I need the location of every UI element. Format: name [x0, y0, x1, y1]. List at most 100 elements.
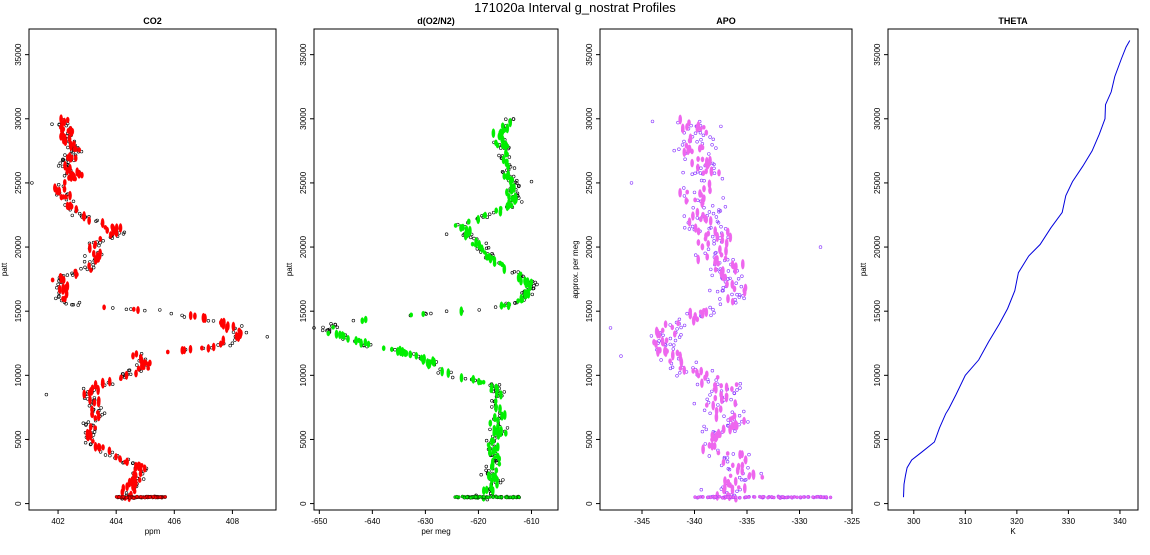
y-axis-label: patt — [859, 262, 868, 276]
data-point — [492, 428, 497, 437]
data-point — [505, 123, 510, 134]
data-point — [77, 211, 82, 216]
data-point — [715, 289, 720, 294]
data-point — [70, 213, 75, 218]
data-point — [710, 204, 715, 208]
data-point — [699, 216, 703, 223]
data-point — [718, 302, 723, 306]
data-point — [61, 136, 66, 145]
data-point — [710, 389, 714, 394]
data-point — [668, 358, 672, 365]
data-point — [678, 114, 683, 125]
data-point — [710, 143, 714, 147]
y-tick-label: 25000 — [873, 171, 882, 194]
data-point — [422, 353, 426, 364]
data-point — [102, 411, 107, 415]
data-point — [696, 254, 701, 265]
data-point — [818, 245, 823, 249]
data-point — [136, 306, 140, 315]
data-point — [720, 236, 725, 245]
data-point — [520, 297, 525, 304]
data-point — [188, 311, 193, 321]
data-point — [485, 254, 489, 261]
data-point — [429, 311, 433, 316]
data-point — [131, 352, 135, 360]
data-point — [91, 265, 96, 270]
data-point — [709, 267, 713, 272]
data-point — [97, 252, 102, 261]
data-point — [363, 315, 368, 324]
data-point — [87, 262, 91, 270]
data-point — [474, 495, 478, 499]
data-point — [709, 313, 713, 318]
data-point — [744, 495, 748, 499]
data-point — [760, 474, 765, 480]
data-point — [459, 223, 463, 232]
data-point — [707, 226, 711, 231]
y-tick-label: 0 — [585, 501, 594, 506]
data-point — [746, 420, 750, 424]
data-point — [221, 335, 226, 346]
x-tick-label: 300 — [907, 517, 921, 526]
data-point — [712, 242, 716, 246]
data-point — [732, 391, 737, 396]
data-point — [718, 245, 722, 255]
data-point — [83, 441, 88, 445]
data-point — [125, 457, 129, 467]
data-point — [693, 223, 698, 233]
data-point — [465, 495, 469, 499]
y-tick-label: 10000 — [299, 364, 308, 387]
data-point — [421, 310, 426, 318]
data-point — [97, 243, 101, 248]
data-point — [498, 404, 502, 414]
data-point — [124, 370, 129, 380]
data-point — [682, 226, 687, 230]
data-point — [135, 363, 139, 367]
data-point — [706, 240, 711, 248]
theta-line — [903, 40, 1131, 498]
data-point — [99, 406, 103, 410]
data-point — [136, 365, 141, 372]
data-point — [726, 269, 731, 273]
data-point — [684, 142, 689, 149]
data-point — [511, 495, 515, 499]
data-point — [93, 425, 97, 431]
data-point — [683, 157, 687, 161]
y-tick-label: 10000 — [14, 364, 23, 387]
data-point — [703, 374, 707, 381]
x-tick-label: 310 — [959, 517, 973, 526]
data-point — [709, 166, 714, 177]
data-point — [98, 235, 103, 242]
data-point — [91, 438, 95, 444]
data-point — [131, 306, 136, 312]
data-point — [408, 351, 413, 359]
y-tick-label: 20000 — [14, 235, 23, 258]
data-point — [70, 303, 74, 307]
data-point — [139, 463, 144, 468]
data-point — [231, 321, 236, 332]
data-point — [50, 122, 54, 126]
data-point — [713, 266, 718, 273]
data-point — [511, 174, 516, 179]
data-point — [61, 287, 65, 295]
data-point — [103, 453, 108, 457]
data-point — [503, 429, 508, 437]
data-point — [180, 313, 184, 318]
data-point — [661, 340, 666, 347]
data-point — [124, 307, 129, 311]
y-tick-label: 30000 — [14, 107, 23, 130]
data-point — [508, 117, 513, 128]
data-point — [490, 252, 494, 256]
data-point — [124, 491, 129, 495]
data-point — [484, 241, 488, 246]
data-point — [734, 382, 739, 387]
data-point — [717, 208, 721, 212]
data-point — [770, 495, 774, 499]
data-point — [713, 251, 717, 256]
data-point — [734, 495, 738, 499]
data-point — [56, 164, 61, 168]
data-point — [502, 172, 507, 180]
data-point — [700, 197, 704, 208]
data-point — [811, 495, 815, 499]
data-point — [685, 198, 689, 203]
